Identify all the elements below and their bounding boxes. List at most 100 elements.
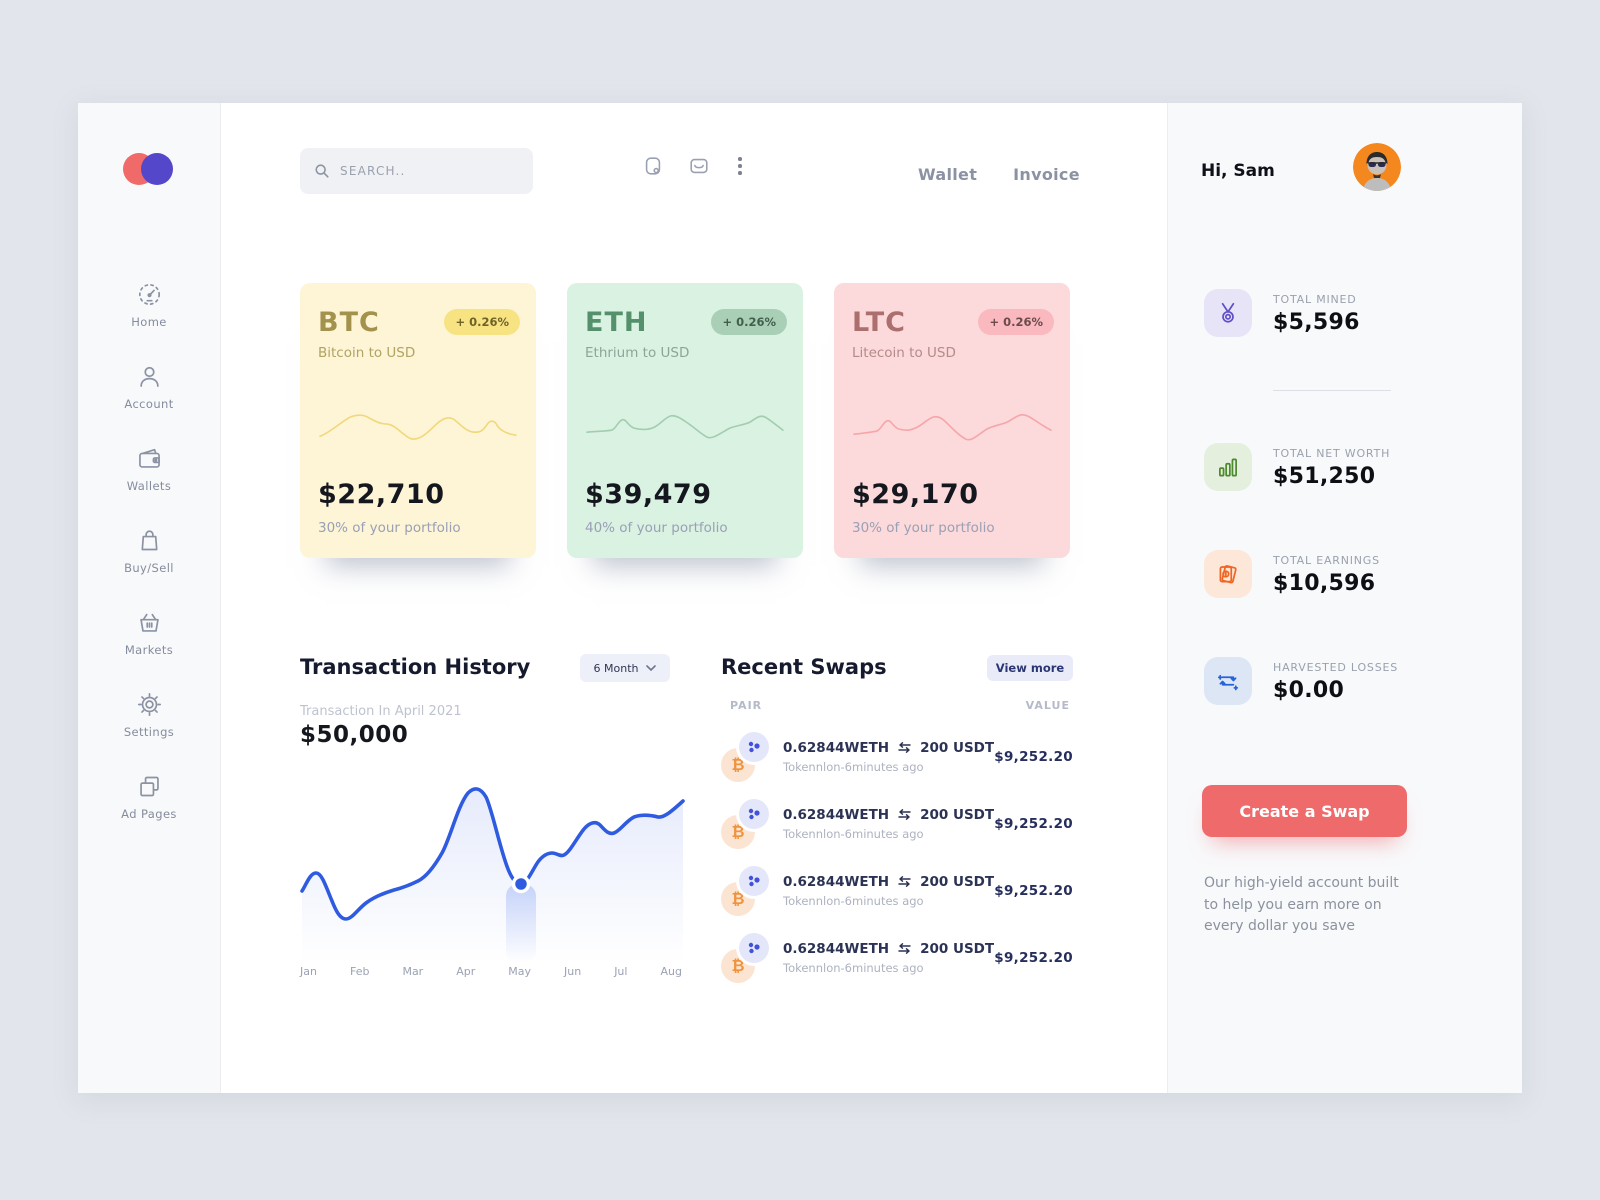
sidebar-item-settings[interactable]: Settings bbox=[78, 691, 220, 739]
topbar-links: Wallet Invoice bbox=[918, 165, 1080, 184]
swap-value: $9,252.20 bbox=[994, 882, 1073, 899]
btc-sparkline bbox=[319, 414, 517, 440]
swap-row[interactable]: ₿ 0.62844WETH 200 USDT Tokennlon-6minute… bbox=[721, 790, 1073, 857]
stat-label: TOTAL EARNINGS bbox=[1273, 554, 1380, 567]
sidebar-item-label: Markets bbox=[124, 643, 174, 657]
swap-from-amount: 0.62844WETH bbox=[783, 940, 890, 957]
sidebar-item-markets[interactable]: Markets bbox=[78, 609, 220, 657]
swap-to-amount: 200 USDT bbox=[920, 873, 995, 890]
transaction-line-chart[interactable] bbox=[300, 771, 686, 963]
right-sidebar: Hi, Sam TOTAL MINED bbox=[1167, 103, 1522, 1093]
swap-row[interactable]: ₿ 0.62844WETH 200 USDT Tokennlon-6minute… bbox=[721, 857, 1073, 924]
swap-arrows-icon bbox=[898, 876, 911, 887]
ltc-change-badge: + 0.26% bbox=[978, 309, 1054, 335]
person-icon bbox=[139, 366, 159, 387]
eth-portfolio-share: 40% of your portfolio bbox=[585, 520, 728, 536]
sidebar-item-account[interactable]: Account bbox=[78, 363, 220, 411]
recent-swaps-title: Recent Swaps bbox=[721, 655, 887, 679]
swap-cycle-icon bbox=[1204, 657, 1252, 705]
swaps-list: ₿ 0.62844WETH 200 USDT Tokennlon-6minute… bbox=[721, 723, 1073, 991]
invoice-link[interactable]: Invoice bbox=[1013, 165, 1080, 184]
app-panel: Home Account Wallets Buy/Sell Markets bbox=[78, 103, 1522, 1093]
swap-from-amount: 0.62844WETH bbox=[783, 873, 890, 890]
eth-sparkline bbox=[586, 414, 784, 439]
btc-price: $22,710 bbox=[318, 479, 445, 510]
wallet-link[interactable]: Wallet bbox=[918, 165, 978, 184]
eth-card: ETH + 0.26% Ethrium to USD $39,479 40% o… bbox=[567, 283, 803, 558]
sidebar-item-home[interactable]: Home bbox=[78, 281, 220, 329]
money-icon bbox=[1204, 550, 1252, 598]
swap-to-amount: 200 USDT bbox=[920, 739, 995, 756]
swap-value: $9,252.20 bbox=[994, 815, 1073, 832]
swap-info: 0.62844WETH 200 USDT Tokennlon-6minutes … bbox=[783, 740, 994, 774]
ltc-portfolio-share: 30% of your portfolio bbox=[852, 520, 995, 536]
sidebar-item-buysell[interactable]: Buy/Sell bbox=[78, 527, 220, 575]
sidebar-item-label: Home bbox=[131, 315, 167, 329]
sidebar-item-adpages[interactable]: Ad Pages bbox=[78, 773, 220, 821]
more-menu-icon[interactable] bbox=[734, 155, 746, 177]
chart-highlight-band bbox=[506, 884, 536, 963]
swap-from-amount: 0.62844WETH bbox=[783, 739, 890, 756]
stat-text: TOTAL NET WORTH $51,250 bbox=[1273, 443, 1390, 489]
axis-label: May bbox=[508, 965, 531, 978]
sidebar-item-label: Wallets bbox=[126, 479, 172, 493]
weth-token-icon bbox=[739, 731, 769, 762]
btc-card: BTC + 0.26% Bitcoin to USD $22,710 30% o… bbox=[300, 283, 536, 558]
value-column-header: VALUE bbox=[1025, 699, 1070, 712]
btc-portfolio-share: 30% of your portfolio bbox=[318, 520, 461, 536]
axis-label: Apr bbox=[456, 965, 476, 978]
create-swap-button[interactable]: Create a Swap bbox=[1202, 785, 1407, 837]
stat-value: $51,250 bbox=[1273, 464, 1376, 489]
swap-info: 0.62844WETH 200 USDT Tokennlon-6minutes … bbox=[783, 807, 994, 841]
stat-value: $10,596 bbox=[1273, 571, 1376, 596]
stat-text: HARVESTED LOSSES $0.00 bbox=[1273, 657, 1398, 703]
range-dropdown[interactable]: 6 Month bbox=[580, 654, 670, 682]
swap-row[interactable]: ₿ 0.62844WETH 200 USDT Tokennlon-6minute… bbox=[721, 723, 1073, 790]
search-icon bbox=[315, 164, 329, 178]
chart-selected-point[interactable] bbox=[511, 874, 531, 894]
inbox-icon[interactable] bbox=[688, 155, 710, 177]
pages-icon bbox=[139, 776, 159, 797]
weth-token-icon bbox=[739, 798, 769, 829]
transaction-caption: Transaction In April 2021 bbox=[300, 704, 462, 719]
medal-icon bbox=[1204, 289, 1252, 337]
btc-subtitle: Bitcoin to USD bbox=[318, 345, 416, 361]
weth-token-icon bbox=[739, 865, 769, 896]
eth-change-badge: + 0.26% bbox=[711, 309, 787, 335]
sidebar-item-label: Buy/Sell bbox=[124, 561, 174, 575]
btc-symbol: BTC bbox=[318, 307, 380, 338]
swap-to-amount: 200 USDT bbox=[920, 806, 995, 823]
swap-meta: Tokennlon-6minutes ago bbox=[783, 893, 924, 908]
pair-column-header: PAIR bbox=[730, 699, 763, 712]
chart-month-axis: Jan Feb Mar Apr May Jun Jul Aug bbox=[300, 965, 682, 978]
sidebar-item-label: Settings bbox=[123, 725, 175, 739]
coin-pair-icons: ₿ bbox=[721, 932, 771, 983]
sidebar-item-label: Ad Pages bbox=[121, 807, 177, 821]
stat-harvested-losses: HARVESTED LOSSES $0.00 bbox=[1204, 657, 1398, 705]
user-avatar[interactable] bbox=[1353, 143, 1401, 191]
speedometer-icon bbox=[138, 283, 160, 306]
user-greeting: Hi, Sam bbox=[1201, 161, 1275, 181]
sidebar-item-wallets[interactable]: Wallets bbox=[78, 445, 220, 493]
swap-row[interactable]: ₿ 0.62844WETH 200 USDT Tokennlon-6minute… bbox=[721, 924, 1073, 991]
stat-total-earnings: TOTAL EARNINGS $10,596 bbox=[1204, 550, 1380, 598]
logo-indigo-circle bbox=[141, 153, 173, 185]
topbar-icons bbox=[642, 155, 746, 177]
swap-arrows-icon bbox=[898, 742, 911, 753]
search-input[interactable] bbox=[340, 164, 500, 178]
view-more-button[interactable]: View more bbox=[987, 655, 1073, 681]
sidebar-item-label: Account bbox=[124, 397, 174, 411]
ltc-price: $29,170 bbox=[852, 479, 979, 510]
basket-icon bbox=[139, 613, 159, 632]
gear-icon bbox=[137, 692, 161, 717]
ltc-subtitle: Litecoin to USD bbox=[852, 345, 956, 361]
cta-description: Our high-yield account built to help you… bbox=[1204, 875, 1399, 935]
ltc-sparkline bbox=[853, 413, 1052, 441]
crypto-cards: BTC + 0.26% Bitcoin to USD $22,710 30% o… bbox=[300, 283, 1070, 558]
note-icon[interactable] bbox=[642, 155, 664, 177]
stat-value: $0.00 bbox=[1273, 678, 1345, 703]
axis-label: Jul bbox=[614, 965, 628, 978]
swap-info: 0.62844WETH 200 USDT Tokennlon-6minutes … bbox=[783, 874, 994, 908]
swaps-column-headers: PAIR VALUE bbox=[730, 699, 1070, 712]
